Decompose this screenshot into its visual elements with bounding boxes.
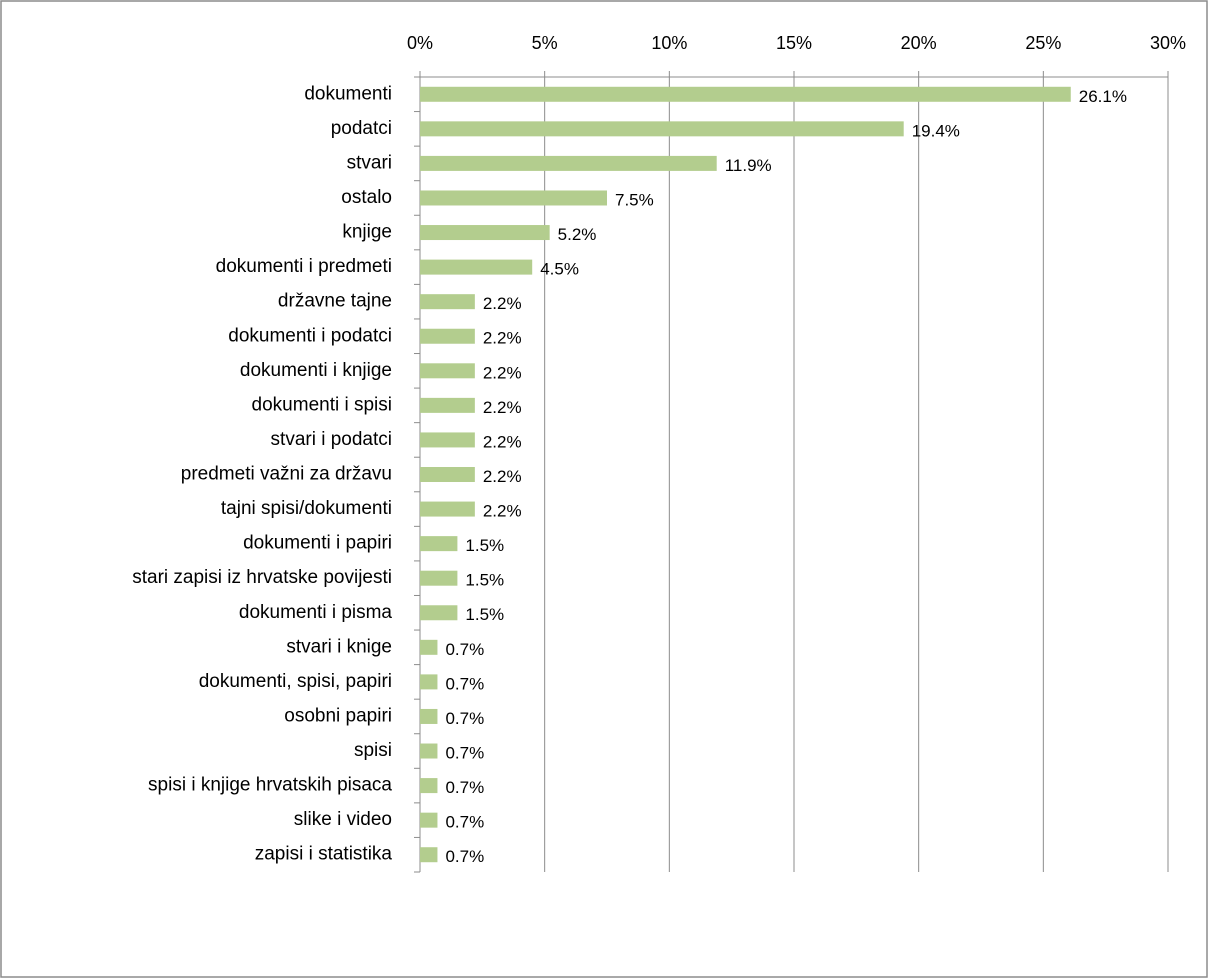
value-label: 0.7% bbox=[445, 847, 484, 866]
y-tick-label: slike i video bbox=[294, 809, 392, 830]
bar bbox=[420, 363, 475, 379]
x-tick-label: 0% bbox=[407, 33, 433, 53]
y-tick-label: stari zapisi iz hrvatske povijesti bbox=[132, 567, 392, 588]
bar bbox=[420, 570, 458, 586]
x-tick-label: 20% bbox=[901, 33, 937, 53]
bar bbox=[420, 155, 717, 171]
y-tick-label: državne tajne bbox=[278, 291, 392, 312]
value-label: 1.5% bbox=[465, 536, 504, 555]
bar bbox=[420, 778, 438, 794]
bar bbox=[420, 847, 438, 863]
y-tick-label: tajni spisi/dokumenti bbox=[221, 498, 392, 519]
value-label: 2.2% bbox=[483, 329, 522, 348]
bar bbox=[420, 501, 475, 517]
y-tick-label: zapisi i statistika bbox=[255, 844, 393, 865]
bar bbox=[420, 225, 550, 241]
y-tick-label: osobni papiri bbox=[284, 705, 392, 726]
bar bbox=[420, 467, 475, 482]
x-tick-label: 25% bbox=[1025, 33, 1061, 53]
bar bbox=[420, 432, 475, 448]
bar bbox=[420, 536, 458, 552]
y-tick-label: stvari i knige bbox=[286, 636, 392, 657]
y-tick-label: podatci bbox=[331, 118, 392, 139]
y-tick-label: spisi bbox=[354, 740, 392, 761]
bar bbox=[420, 259, 533, 275]
y-tick-label: dokumenti i pisma bbox=[239, 602, 393, 623]
x-tick-label: 5% bbox=[532, 33, 558, 53]
x-tick-label: 10% bbox=[651, 33, 687, 53]
value-label: 0.7% bbox=[445, 709, 484, 728]
y-tick-label: dokumenti, spisi, papiri bbox=[199, 671, 392, 692]
y-tick-label: stvari i podatci bbox=[271, 429, 392, 450]
y-tick-label: dokumenti bbox=[304, 83, 392, 104]
value-label: 2.2% bbox=[483, 363, 522, 382]
value-label: 26.1% bbox=[1079, 87, 1127, 106]
y-tick-label: dokumenti i papiri bbox=[243, 533, 392, 554]
y-tick-label: dokumenti i knjige bbox=[240, 360, 392, 381]
bar bbox=[420, 86, 1071, 102]
value-label: 2.2% bbox=[483, 398, 522, 417]
value-label: 0.7% bbox=[445, 813, 484, 832]
y-tick-label: predmeti važni za državu bbox=[181, 464, 392, 485]
bar bbox=[420, 190, 607, 206]
bar bbox=[420, 121, 904, 137]
x-tick-label: 15% bbox=[776, 33, 812, 53]
value-label: 2.2% bbox=[483, 294, 522, 313]
y-tick-label: dokumenti i predmeti bbox=[216, 256, 392, 277]
value-label: 0.7% bbox=[445, 640, 484, 659]
value-label: 1.5% bbox=[465, 605, 504, 624]
bar bbox=[420, 708, 438, 724]
y-tick-label: dokumenti i spisi bbox=[252, 394, 392, 415]
value-label: 2.2% bbox=[483, 502, 522, 521]
value-label: 5.2% bbox=[558, 225, 597, 244]
value-label: 4.5% bbox=[540, 260, 579, 279]
bar bbox=[420, 328, 475, 344]
y-tick-label: dokumenti i podatci bbox=[228, 325, 392, 346]
value-label: 2.2% bbox=[483, 467, 522, 486]
y-tick-label: knjige bbox=[342, 222, 392, 243]
bar bbox=[420, 743, 438, 759]
value-label: 2.2% bbox=[483, 432, 522, 451]
bar bbox=[420, 294, 475, 310]
value-label: 19.4% bbox=[912, 121, 960, 140]
bar bbox=[420, 812, 438, 828]
bar bbox=[420, 639, 438, 655]
y-tick-label: spisi i knjige hrvatskih pisaca bbox=[148, 775, 392, 796]
bar bbox=[420, 674, 438, 690]
y-tick-label: ostalo bbox=[341, 187, 392, 208]
value-label: 7.5% bbox=[615, 190, 654, 209]
y-tick-label: stvari bbox=[347, 152, 392, 173]
x-tick-label: 30% bbox=[1150, 33, 1186, 53]
value-label: 0.7% bbox=[445, 744, 484, 763]
bar bbox=[420, 397, 475, 413]
value-label: 11.9% bbox=[725, 156, 772, 175]
bar bbox=[420, 605, 458, 621]
value-label: 0.7% bbox=[445, 778, 484, 797]
value-label: 0.7% bbox=[445, 674, 484, 693]
value-label: 1.5% bbox=[465, 571, 504, 590]
